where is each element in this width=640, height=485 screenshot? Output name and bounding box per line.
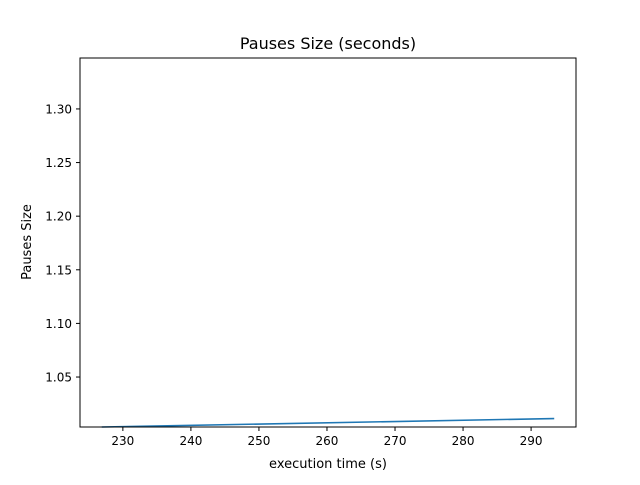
y-axis: 1.05 1.10 1.15 1.20 1.25 1.30 [45,102,80,385]
y-tick-label: 1.30 [45,102,72,116]
x-tick-label: 230 [111,434,134,448]
x-axis: 230 240 250 260 270 280 290 [111,427,543,448]
chart-title: Pauses Size (seconds) [240,34,416,53]
y-tick-label: 1.20 [45,210,72,224]
x-tick-label: 260 [316,434,339,448]
x-tick-label: 280 [452,434,475,448]
x-tick-label: 290 [520,434,543,448]
series-layer [101,417,555,428]
plot-area [80,58,576,427]
x-tick-label: 250 [247,434,270,448]
plot-frame [79,57,577,428]
x-axis-label: execution time (s) [269,457,387,472]
x-tick-label: 240 [179,434,202,448]
x-tick-label: 270 [384,434,407,448]
series-line [101,417,555,428]
y-tick-label: 1.05 [45,371,72,385]
y-axis-label: Pauses Size [20,204,35,280]
y-tick-label: 1.15 [45,263,72,277]
y-tick-label: 1.10 [45,317,72,331]
y-tick-label: 1.25 [45,156,72,170]
